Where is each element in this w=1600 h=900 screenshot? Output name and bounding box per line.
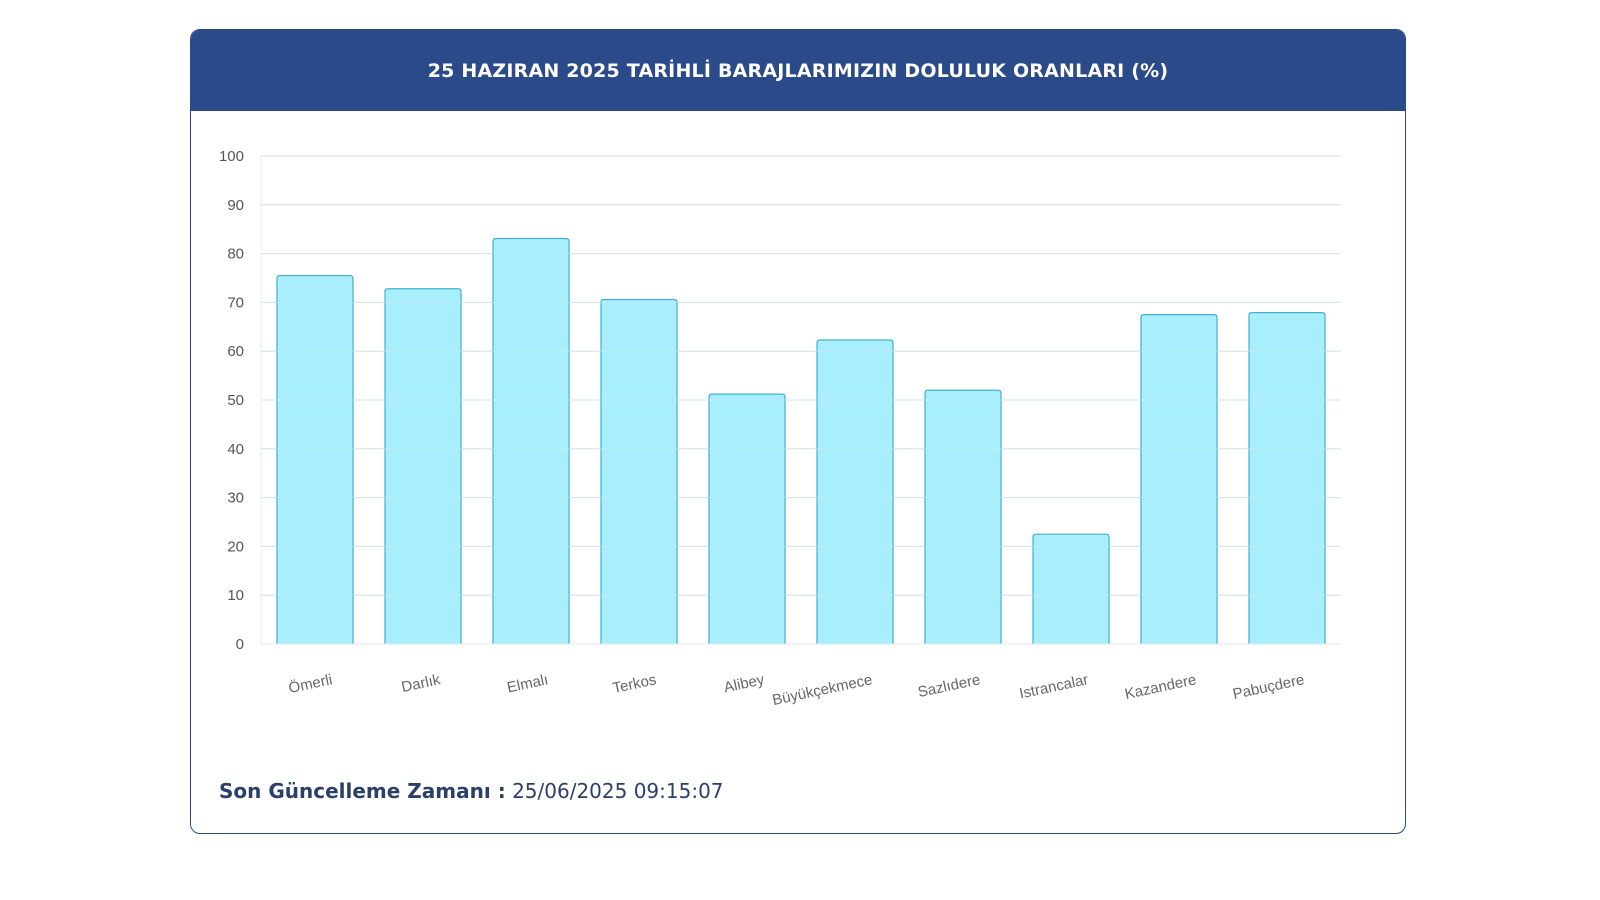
y-tick-label: 0 — [236, 636, 244, 653]
bar-istrancalar — [1032, 533, 1110, 644]
y-tick-label: 10 — [227, 587, 244, 604]
x-tick-label: Istrancalar — [1018, 671, 1090, 702]
x-tick-label: Sazlıdere — [916, 671, 982, 701]
last-update-label: Son Güncelleme Zamanı : — [219, 779, 506, 803]
y-tick-label: 80 — [227, 246, 244, 263]
y-tick-label: 50 — [227, 392, 244, 409]
bar-chart: 0 10 20 30 40 50 60 70 80 90 100 Ömerli Darlık Elmalı… — [219, 148, 1341, 709]
chart-card: 25 HAZIRAN 2025 TARİHLİ BARAJLARIMIZIN D… — [190, 29, 1406, 834]
y-tick-label: 90 — [227, 197, 244, 214]
x-tick-label: Kazandere — [1123, 671, 1198, 703]
bar-ömerli — [276, 274, 354, 644]
y-tick-label: 40 — [227, 441, 244, 458]
last-update: Son Güncelleme Zamanı : 25/06/2025 09:15… — [219, 779, 724, 803]
y-tick-label: 100 — [219, 148, 244, 165]
bar-alibey — [708, 393, 786, 644]
y-tick-label: 20 — [227, 538, 244, 555]
bar-sazlıdere — [924, 389, 1002, 644]
bar-darlık — [384, 288, 462, 644]
x-tick-label: Elmalı — [506, 671, 550, 696]
x-tick-label: Büyükçekmece — [771, 671, 874, 709]
y-tick-label: 70 — [227, 294, 244, 311]
bar-kazandere — [1140, 314, 1218, 644]
chart-title-bar: 25 HAZIRAN 2025 TARİHLİ BARAJLARIMIZIN D… — [191, 30, 1405, 111]
y-tick-label: 30 — [227, 490, 244, 507]
x-tick-label: Terkos — [611, 671, 658, 697]
x-tick-label: Darlık — [400, 671, 442, 696]
last-update-value: 25/06/2025 09:15:07 — [512, 779, 724, 803]
bar-pabuçdere — [1248, 312, 1326, 644]
bar-terkos — [600, 298, 678, 644]
bar-büyükçekmece — [816, 339, 894, 644]
bar-elmalı — [492, 237, 570, 644]
chart-area: 0 10 20 30 40 50 60 70 80 90 100 Ömerli Darlık Elmalı… — [191, 111, 1405, 751]
x-tick-label: Ömerli — [287, 670, 334, 697]
y-tick-label: 60 — [227, 343, 244, 360]
chart-title: 25 HAZIRAN 2025 TARİHLİ BARAJLARIMIZIN D… — [427, 59, 1169, 82]
x-tick-label: Pabuçdere — [1231, 671, 1306, 703]
x-tick-label: Alibey — [722, 671, 766, 696]
